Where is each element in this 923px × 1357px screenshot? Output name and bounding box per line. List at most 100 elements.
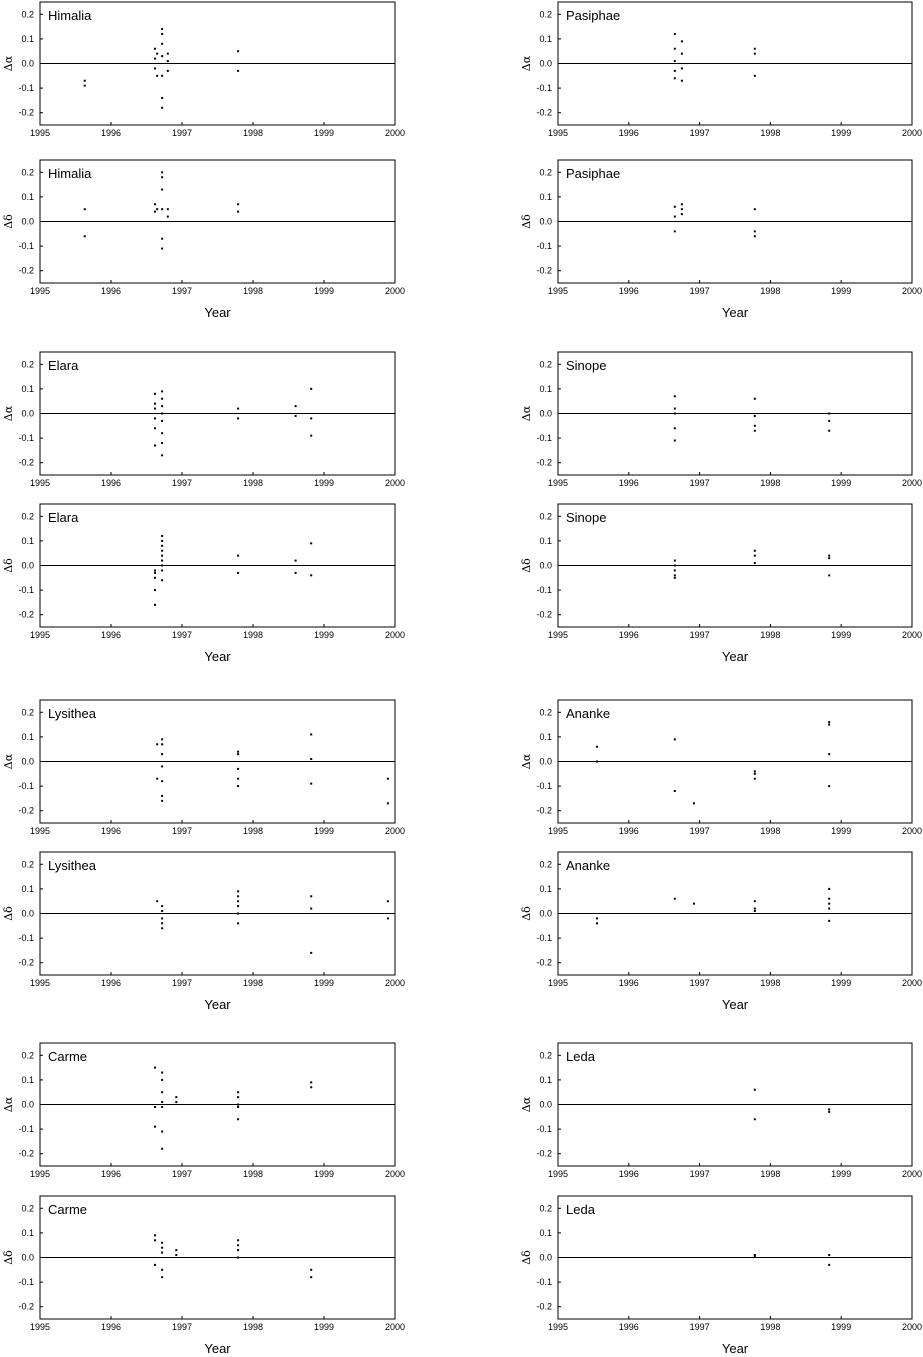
- x-tick-label: 1995: [30, 978, 50, 988]
- point: [237, 1096, 240, 1099]
- panel-title: Sinope: [566, 358, 606, 373]
- point: [161, 559, 164, 562]
- y-tick-label: 0.1: [539, 536, 552, 546]
- x-tick-label: 1999: [831, 826, 851, 836]
- point: [828, 721, 831, 724]
- point: [237, 777, 240, 780]
- x-tick-label: 2000: [902, 478, 922, 488]
- x-tick-label: 1998: [243, 128, 263, 138]
- x-tick-label: 1996: [101, 978, 121, 988]
- y-tick-label: -0.1: [536, 1124, 552, 1134]
- x-tick-label: 1996: [619, 1169, 639, 1179]
- point: [161, 780, 164, 783]
- x-tick-label: 1999: [831, 978, 851, 988]
- y-tick-label: 0.1: [539, 192, 552, 202]
- x-tick-label: 1998: [760, 1322, 780, 1332]
- point: [161, 1101, 164, 1104]
- y-tick-label: 0.0: [539, 409, 552, 419]
- point: [595, 745, 598, 748]
- y-tick-label: 0.0: [21, 757, 34, 767]
- y-axis-label: Δα: [2, 405, 15, 421]
- y-tick-label: 0.1: [539, 384, 552, 394]
- x-tick-label: 1996: [619, 478, 639, 488]
- point: [161, 579, 164, 582]
- point: [828, 785, 831, 788]
- x-tick-label: 1998: [243, 1169, 263, 1179]
- x-tick-label: 1998: [243, 286, 263, 296]
- x-tick-label: 1997: [172, 978, 192, 988]
- point: [753, 772, 756, 775]
- y-tick-label: -0.1: [536, 83, 552, 93]
- point: [753, 562, 756, 565]
- y-tick-label: -0.2: [536, 458, 552, 468]
- point: [237, 895, 240, 898]
- y-axis-label: Δδ: [2, 558, 15, 573]
- panel-title: Pasiphae: [566, 8, 620, 23]
- x-tick-label: 1996: [619, 630, 639, 640]
- x-tick-label: 1995: [30, 286, 50, 296]
- x-tick-label: 1997: [690, 1169, 710, 1179]
- point: [161, 569, 164, 572]
- point: [166, 69, 169, 72]
- point: [673, 576, 676, 579]
- panel: -0.2 -0.1 0.0 0.1 0.2 1995 1996 1997 1998 1999 200…: [2, 159, 405, 320]
- y-tick-label: -0.1: [536, 241, 552, 251]
- x-tick-label: 2000: [385, 1169, 405, 1179]
- panel-title: Leda: [566, 1202, 596, 1217]
- y-axis-label: Δα: [2, 1096, 15, 1112]
- x-tick-label: 1995: [30, 1322, 50, 1332]
- point: [161, 106, 164, 109]
- point: [673, 69, 676, 72]
- x-tick-label: 1996: [619, 826, 639, 836]
- point: [673, 60, 676, 63]
- y-tick-label: 0.1: [21, 384, 34, 394]
- point: [386, 802, 389, 805]
- y-tick-label: 0.0: [21, 409, 34, 419]
- point: [154, 1263, 157, 1266]
- point: [294, 571, 297, 574]
- point: [753, 52, 756, 55]
- point: [753, 900, 756, 903]
- point: [753, 397, 756, 400]
- point: [154, 402, 157, 405]
- point: [161, 534, 164, 537]
- y-tick-label: 0.1: [21, 536, 34, 546]
- y-tick-label: 0.2: [539, 511, 552, 521]
- x-tick-label: 1996: [101, 128, 121, 138]
- point: [161, 1078, 164, 1081]
- point: [294, 559, 297, 562]
- point: [673, 427, 676, 430]
- y-tick-label: 0.2: [21, 859, 34, 869]
- x-tick-label: 1998: [243, 826, 263, 836]
- x-tick-label: 1995: [548, 478, 568, 488]
- panel-title: Elara: [48, 358, 79, 373]
- panel: -0.2 -0.1 0.0 0.1 0.2 1995 1996 1997 1998 1999 200…: [520, 699, 922, 836]
- point: [692, 902, 695, 905]
- x-tick-label: 1997: [172, 826, 192, 836]
- y-tick-label: -0.2: [18, 458, 34, 468]
- y-axis-label: Δδ: [2, 214, 15, 229]
- point: [161, 74, 164, 77]
- point: [166, 52, 169, 55]
- y-axis-label: Δδ: [520, 558, 533, 573]
- panel-title: Himalia: [48, 8, 92, 23]
- panel-title: Lysithea: [48, 706, 97, 721]
- panel-title: Lysithea: [48, 858, 97, 873]
- point: [753, 777, 756, 780]
- point: [680, 52, 683, 55]
- x-tick-label: 1998: [760, 128, 780, 138]
- point: [237, 1118, 240, 1121]
- point: [161, 1130, 164, 1133]
- y-tick-label: -0.2: [536, 610, 552, 620]
- point: [237, 900, 240, 903]
- point: [828, 1254, 831, 1257]
- point: [753, 414, 756, 417]
- y-tick-label: -0.1: [18, 433, 34, 443]
- y-tick-label: 0.1: [539, 34, 552, 44]
- point: [161, 32, 164, 35]
- x-tick-label: 1999: [314, 478, 334, 488]
- point: [161, 539, 164, 542]
- point: [161, 454, 164, 457]
- x-tick-label: 1997: [690, 128, 710, 138]
- point: [595, 922, 598, 925]
